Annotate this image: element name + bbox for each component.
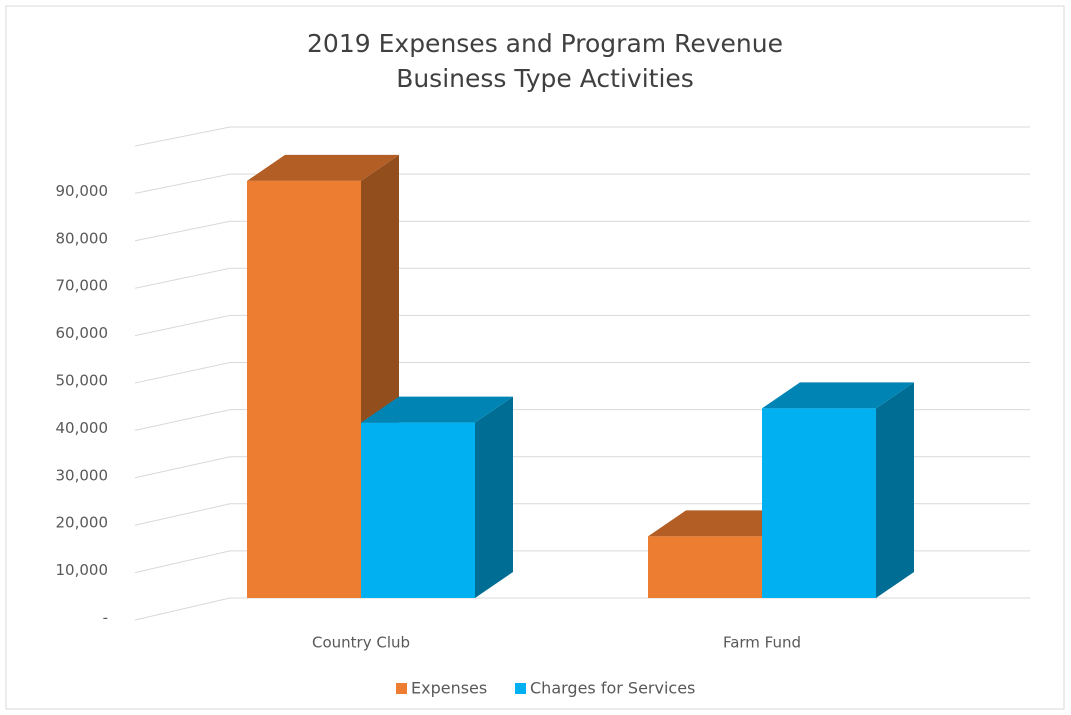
y-tick-label: 30,000 xyxy=(56,466,109,484)
y-tick-label: 40,000 xyxy=(56,419,109,437)
grid-line xyxy=(134,267,1030,289)
legend-label: Charges for Services xyxy=(530,679,695,698)
grid-line xyxy=(134,362,1030,384)
grid-group xyxy=(134,126,1030,621)
bar-top xyxy=(247,154,399,181)
y-tick-label: 60,000 xyxy=(56,324,109,342)
y-tick-label: 90,000 xyxy=(56,182,109,200)
legend-swatch xyxy=(396,683,407,694)
bar xyxy=(247,180,361,598)
grid-line xyxy=(134,173,1030,194)
legend-swatch xyxy=(515,683,526,694)
grid-line xyxy=(134,220,1030,242)
bar xyxy=(361,422,475,598)
chart-border xyxy=(5,5,1065,710)
y-tick-label: - xyxy=(103,609,108,627)
grid-line xyxy=(134,126,1030,147)
chart-subtitle: Business Type Activities xyxy=(396,64,694,93)
x-tick-label: Farm Fund xyxy=(723,634,801,652)
y-tick-label: 10,000 xyxy=(56,561,109,579)
bar xyxy=(648,536,762,598)
grid-line xyxy=(134,314,1030,337)
bar-side xyxy=(876,382,914,598)
y-tick-label: 80,000 xyxy=(56,229,109,247)
labels-group: - 10,000 20,000 30,000 40,000 50,000 60,000 70,… xyxy=(56,182,802,698)
chart-title: 2019 Expenses and Program Revenue xyxy=(307,29,783,58)
bars-group xyxy=(247,154,914,598)
x-tick-label: Country Club xyxy=(312,634,410,652)
y-tick-label: 20,000 xyxy=(56,514,109,532)
bar-top xyxy=(361,396,513,423)
y-tick-label: 70,000 xyxy=(56,277,109,295)
legend-label: Expenses xyxy=(411,679,487,698)
bar-side xyxy=(475,396,513,598)
y-tick-label: 50,000 xyxy=(56,372,109,390)
bar-top xyxy=(762,382,914,409)
bar xyxy=(762,408,876,598)
